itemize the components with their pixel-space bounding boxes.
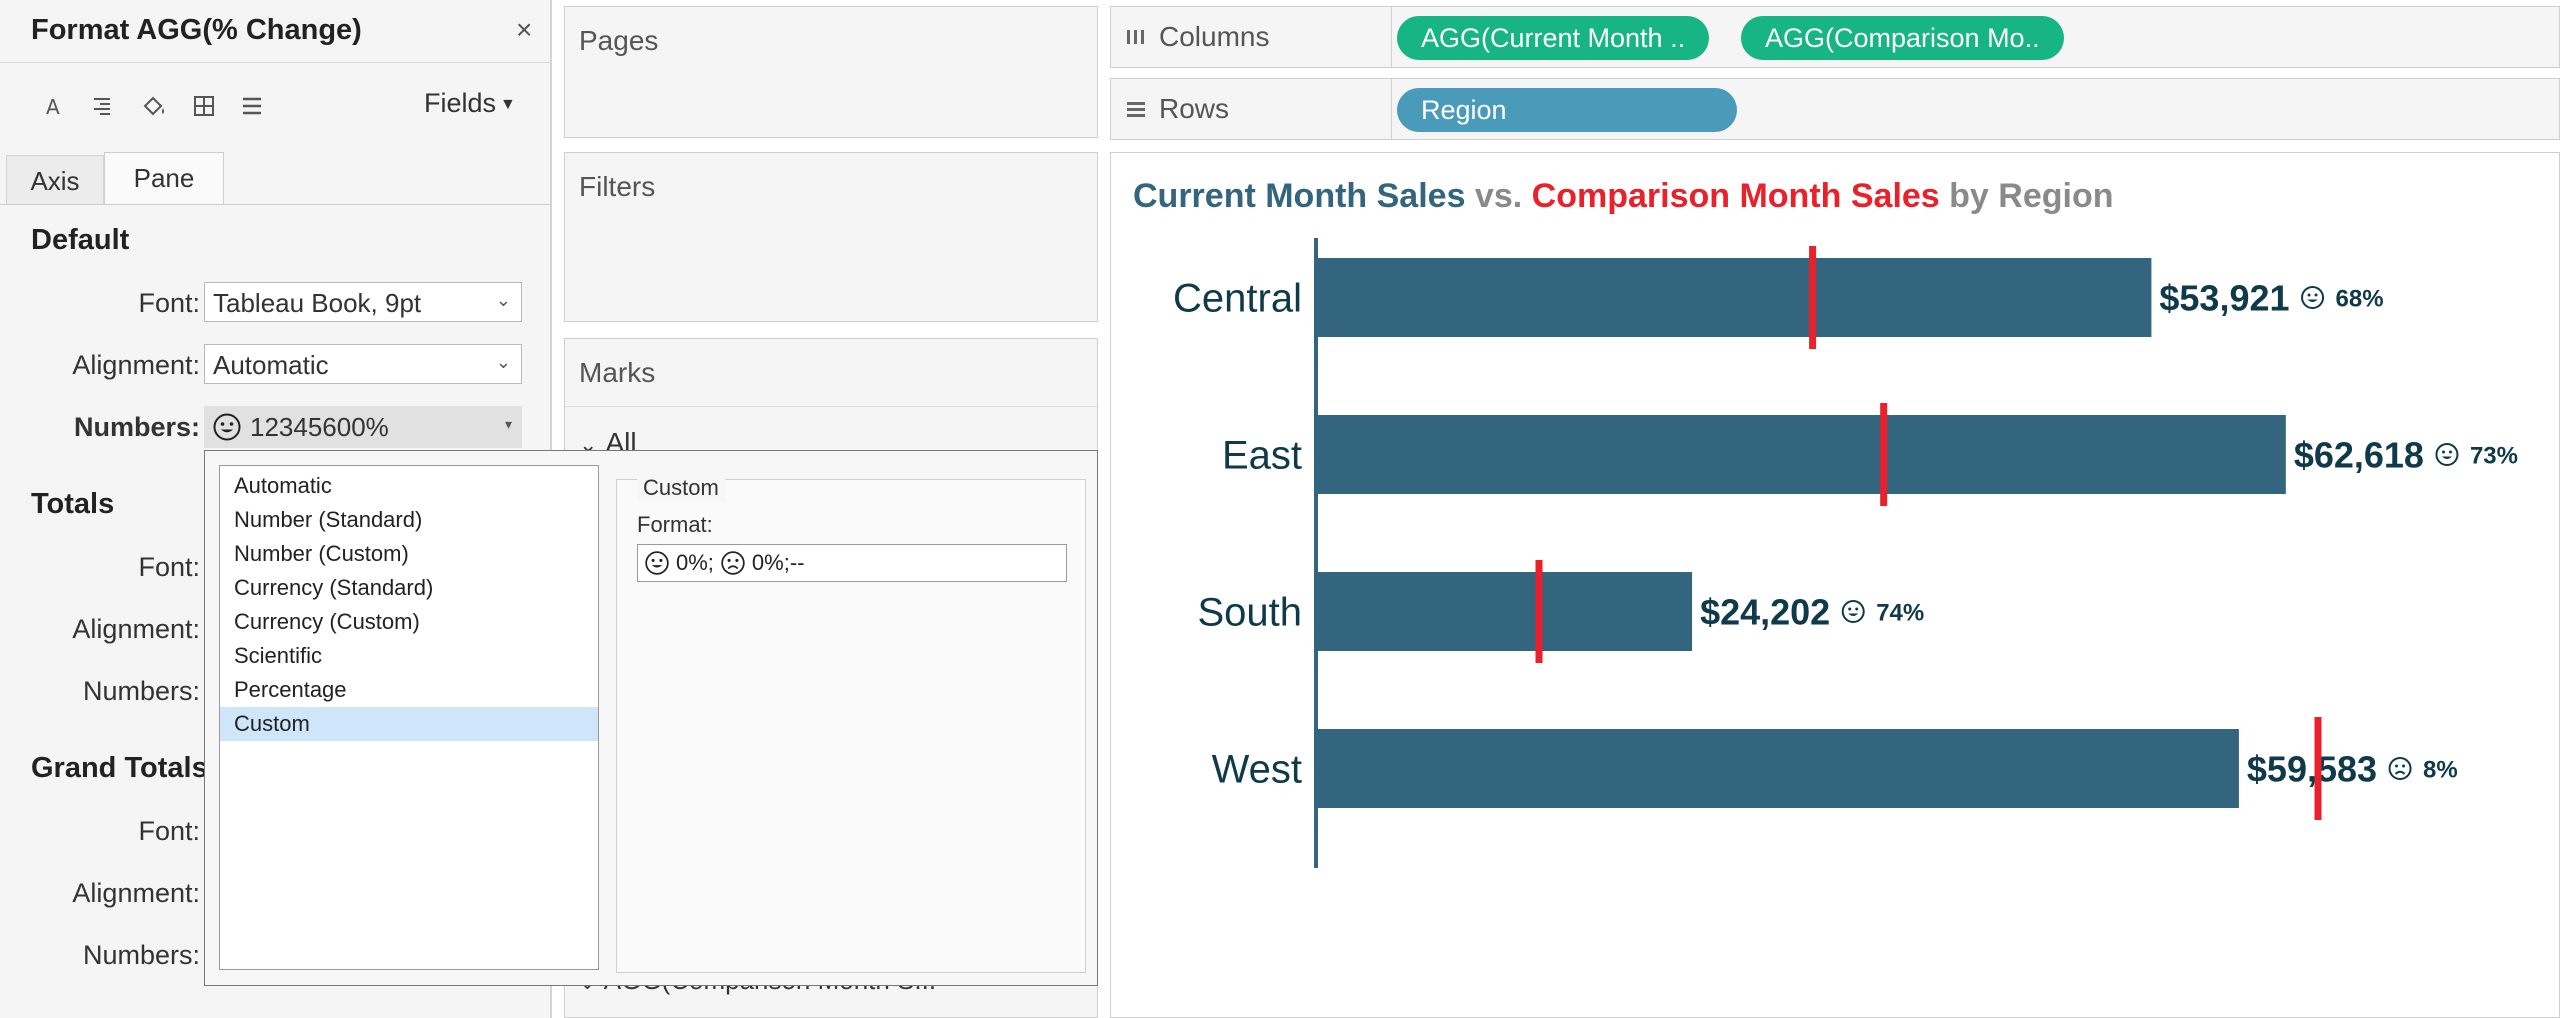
bar-current-month[interactable] xyxy=(1318,258,2152,337)
shading-format-icon[interactable] xyxy=(138,90,170,122)
caret-down-icon: ▼ xyxy=(500,95,516,113)
reference-line-comparison-month[interactable] xyxy=(2314,717,2322,820)
alignment-format-icon[interactable] xyxy=(86,90,118,122)
grand-totals-font-label: Font: xyxy=(138,816,200,846)
reference-line-comparison-month[interactable] xyxy=(1809,246,1817,349)
format-option[interactable]: Number (Standard) xyxy=(234,507,423,532)
pct-label: 8% xyxy=(2423,757,2458,784)
totals-numbers-label: Numbers: xyxy=(82,676,200,706)
columns-pill-comparison-month[interactable]: AGG(Comparison Mo.. xyxy=(1741,16,2064,60)
pages-card-title: Pages xyxy=(579,25,659,56)
format-pane-title: Format AGG(% Change) xyxy=(31,14,362,46)
default-numbers-label: Numbers: xyxy=(73,412,200,442)
sad-face-icon xyxy=(721,551,745,575)
value-label: $24,202 xyxy=(1700,592,1830,633)
chevron-down-icon: ⌄ xyxy=(495,290,511,310)
totals-alignment-label: Alignment: xyxy=(72,614,200,644)
filters-card[interactable]: Filters xyxy=(564,152,1098,322)
default-numbers-dropdown[interactable]: 12345600% ▾ xyxy=(204,406,522,448)
rows-shelf[interactable]: Rows Region xyxy=(1110,78,2560,140)
smiley-icon xyxy=(2301,286,2325,309)
bar-chart: Central $53,921 68% East $62,618 73% South $24,… xyxy=(1173,238,2518,868)
fields-dropdown[interactable]: Fields ▼ xyxy=(424,88,516,118)
reference-line-comparison-month[interactable] xyxy=(1535,560,1543,663)
tab-pane[interactable]: Pane xyxy=(104,152,224,205)
smiley-icon xyxy=(1841,600,1865,623)
totals-heading: Totals xyxy=(31,488,115,520)
default-heading: Default xyxy=(31,224,130,256)
format-option[interactable]: Currency (Custom) xyxy=(234,609,420,634)
value-label: $59,583 xyxy=(2247,749,2377,790)
font-format-icon[interactable]: A xyxy=(38,90,70,122)
rows-icon xyxy=(1127,102,1145,117)
grand-totals-heading: Grand Totals xyxy=(31,752,208,784)
smiley-icon xyxy=(645,551,669,575)
default-alignment-label: Alignment: xyxy=(72,350,200,380)
totals-font-label: Font: xyxy=(138,552,200,582)
grand-totals-numbers-label: Numbers: xyxy=(82,940,200,970)
format-option[interactable]: Currency (Standard) xyxy=(234,575,434,600)
default-alignment-dropdown[interactable]: Automatic ⌄ xyxy=(204,344,522,384)
custom-format-group: Custom Format: 0%; 0%;-- xyxy=(616,475,1086,973)
divider xyxy=(1391,79,1392,139)
smiley-icon xyxy=(213,413,241,441)
svg-text:A: A xyxy=(46,95,60,117)
value-label: $62,618 xyxy=(2294,435,2424,476)
chart-title-by-region: by Region xyxy=(1939,177,2114,215)
rows-pill-region[interactable]: Region xyxy=(1397,88,1737,132)
format-option[interactable]: Scientific xyxy=(234,643,323,668)
divider xyxy=(1391,7,1392,67)
pages-card: Pages xyxy=(564,6,1098,138)
number-format-popup: Automatic Number (Standard) Number (Custom… xyxy=(204,450,1098,986)
smiley-icon xyxy=(2435,443,2459,466)
number-format-list: Automatic Number (Standard) Number (Custom… xyxy=(219,465,599,970)
bar-current-month[interactable] xyxy=(1318,572,1693,651)
category-label: South xyxy=(1197,591,1302,635)
format-option[interactable]: Percentage xyxy=(234,677,347,702)
pct-label: 74% xyxy=(1876,600,1924,627)
tab-axis[interactable]: Axis xyxy=(6,155,104,205)
columns-shelf[interactable]: Columns AGG(Current Month .. AGG(Compari… xyxy=(1110,6,2560,68)
divider xyxy=(565,406,1097,407)
columns-pill-current-month[interactable]: AGG(Current Month .. xyxy=(1397,16,1710,60)
sad-face-icon xyxy=(2388,757,2412,780)
bar-current-month[interactable] xyxy=(1318,729,2239,808)
format-option[interactable]: Automatic xyxy=(234,473,332,498)
filters-card-title: Filters xyxy=(579,171,656,202)
pct-label: 68% xyxy=(2336,286,2384,313)
default-font-label: Font: xyxy=(138,288,200,318)
format-label: Format: xyxy=(637,512,713,537)
value-label: $53,921 xyxy=(2159,278,2289,319)
chart-title-current: Current Month Sales xyxy=(1133,177,1466,215)
bar-current-month[interactable] xyxy=(1318,415,2286,494)
lines-format-icon[interactable] xyxy=(236,90,268,122)
caret-down-icon: ▾ xyxy=(504,416,512,432)
chart-title-vs: vs. xyxy=(1465,177,1532,215)
chart-title-comparison: Comparison Month Sales xyxy=(1531,177,1940,215)
pct-label: 73% xyxy=(2470,443,2518,470)
columns-icon xyxy=(1127,30,1144,44)
rows-shelf-label: Rows xyxy=(1125,93,1229,125)
marks-card-title: Marks xyxy=(579,357,656,388)
category-label: Central xyxy=(1173,277,1302,321)
category-label: East xyxy=(1222,434,1302,478)
chart-area: Current Month Sales vs. Comparison Month… xyxy=(1110,152,2560,1018)
category-label: West xyxy=(1212,748,1302,792)
custom-format-input[interactable]: 0%; 0%;-- xyxy=(637,544,1067,582)
close-icon[interactable]: × xyxy=(516,14,533,45)
format-option[interactable]: Custom xyxy=(220,707,598,741)
divider xyxy=(0,62,552,63)
tab-underline xyxy=(0,204,552,205)
format-option[interactable]: Number (Custom) xyxy=(234,541,409,566)
borders-format-icon[interactable] xyxy=(188,90,220,122)
columns-shelf-label: Columns xyxy=(1125,21,1269,53)
chart-title: Current Month Sales vs. Comparison Month… xyxy=(1133,177,2114,216)
reference-line-comparison-month[interactable] xyxy=(1880,403,1888,506)
default-font-dropdown[interactable]: Tableau Book, 9pt ⌄ xyxy=(204,282,522,322)
custom-group-title: Custom xyxy=(637,475,725,501)
grand-totals-alignment-label: Alignment: xyxy=(72,878,200,908)
chevron-down-icon: ⌄ xyxy=(495,352,511,372)
